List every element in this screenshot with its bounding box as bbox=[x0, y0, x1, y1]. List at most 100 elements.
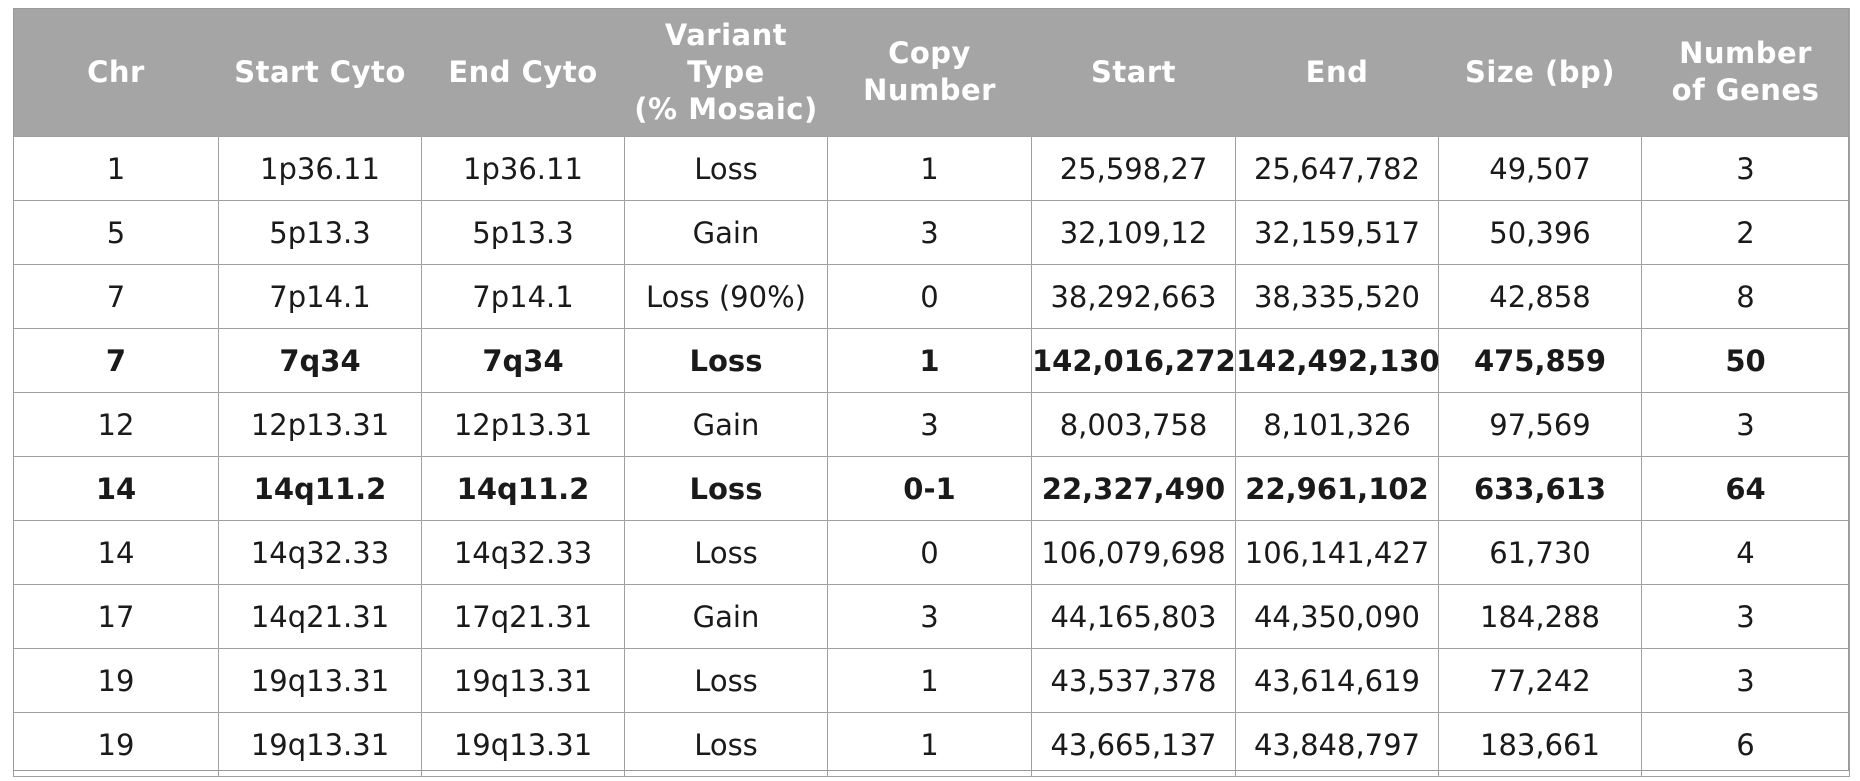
column-header-line: End bbox=[1305, 54, 1369, 89]
table-body: 1 1p36.11 1p36.11 Loss 1 25,598,27 25,647,782 4… bbox=[13, 136, 1850, 777]
column-header-line: of Genes bbox=[1671, 73, 1820, 107]
cell-copy-number: 3 bbox=[827, 392, 1032, 457]
cell-end-cyto: 19q13.31 bbox=[421, 648, 625, 713]
cell-end-cyto: 12p13.31 bbox=[421, 392, 625, 457]
column-header-line: Size (bp) bbox=[1465, 54, 1615, 89]
cell-size-bp: 184,288 bbox=[1438, 584, 1642, 649]
cell-end: 106,141,427 bbox=[1235, 520, 1439, 585]
column-header-line: Number bbox=[1679, 36, 1812, 70]
table-row: 12 12p13.31 12p13.31 Gain 3 8,003,758 8,101,32… bbox=[13, 392, 1850, 457]
cell-start: 25,598,27 bbox=[1031, 136, 1236, 201]
cell-copy-number: 1 bbox=[827, 328, 1032, 393]
cell-copy-number: 0-1 bbox=[827, 456, 1032, 521]
column-header-start: Start bbox=[1031, 8, 1236, 137]
column-header-line: Start Cyto bbox=[234, 54, 406, 89]
cell-start-cyto: 14q11.2 bbox=[218, 456, 422, 521]
cell-end: 43,848,797 bbox=[1235, 712, 1439, 777]
table-row: 1 1p36.11 1p36.11 Loss 1 25,598,27 25,647,782 4… bbox=[13, 136, 1850, 201]
column-header-chr: Chr bbox=[13, 8, 219, 137]
cell-size-bp: 49,507 bbox=[1438, 136, 1642, 201]
cell-end: 43,614,619 bbox=[1235, 648, 1439, 713]
cell-copy-number: 3 bbox=[827, 584, 1032, 649]
cell-number-of-genes: 4 bbox=[1641, 520, 1850, 585]
cell-size-bp: 61,730 bbox=[1438, 520, 1642, 585]
cell-copy-number: 0 bbox=[827, 264, 1032, 329]
cell-number-of-genes: 6 bbox=[1641, 712, 1850, 777]
cell-start: 106,079,698 bbox=[1031, 520, 1236, 585]
cell-chr: 5 bbox=[13, 200, 219, 265]
table-row: 19 19q13.31 19q13.31 Loss 1 43,665,137 43,848,… bbox=[13, 712, 1850, 777]
column-header-line: End Cyto bbox=[448, 54, 598, 89]
cell-size-bp: 97,569 bbox=[1438, 392, 1642, 457]
column-header-line: Chr bbox=[87, 54, 145, 89]
column-header-line: (% Mosaic) bbox=[634, 91, 818, 126]
cell-start-cyto: 1p36.11 bbox=[218, 136, 422, 201]
column-header-copy-number: Copy Number bbox=[827, 8, 1032, 137]
cell-end: 25,647,782 bbox=[1235, 136, 1439, 201]
cell-number-of-genes: 64 bbox=[1641, 456, 1850, 521]
cell-end-cyto: 5p13.3 bbox=[421, 200, 625, 265]
cell-start: 8,003,758 bbox=[1031, 392, 1236, 457]
cell-start: 43,665,137 bbox=[1031, 712, 1236, 777]
cell-variant-type: Loss bbox=[624, 648, 828, 713]
cell-number-of-genes: 8 bbox=[1641, 264, 1850, 329]
column-header-start-cyto: Start Cyto bbox=[218, 8, 422, 137]
cell-start: 22,327,490 bbox=[1031, 456, 1236, 521]
cell-end-cyto: 14q11.2 bbox=[421, 456, 625, 521]
cell-variant-type: Loss bbox=[624, 520, 828, 585]
cell-start-cyto: 14q32.33 bbox=[218, 520, 422, 585]
table-row: 19 19q13.31 19q13.31 Loss 1 43,537,378 43,614,… bbox=[13, 648, 1850, 713]
cell-end-cyto: 14q32.33 bbox=[421, 520, 625, 585]
cell-end: 142,492,130 bbox=[1235, 328, 1439, 393]
cell-chr: 7 bbox=[13, 264, 219, 329]
cell-variant-type: Loss bbox=[624, 456, 828, 521]
table-row: 14 14q11.2 14q11.2 Loss 0-1 22,327,490 22,961,… bbox=[13, 456, 1850, 521]
copy-number-variant-table: Chr Start Cyto End Cyto Variant Type (% Mosa… bbox=[13, 8, 1850, 777]
cell-start-cyto: 7q34 bbox=[218, 328, 422, 393]
cell-start-cyto: 19q13.31 bbox=[218, 712, 422, 777]
table-row: 17 14q21.31 17q21.31 Gain 3 44,165,803 44,350,… bbox=[13, 584, 1850, 649]
cell-chr: 7 bbox=[13, 328, 219, 393]
cell-chr: 12 bbox=[13, 392, 219, 457]
cell-number-of-genes: 3 bbox=[1641, 136, 1850, 201]
column-header-line: Variant Type bbox=[664, 17, 788, 89]
cell-variant-type: Loss bbox=[624, 136, 828, 201]
column-header-end-cyto: End Cyto bbox=[421, 8, 625, 137]
cell-number-of-genes: 2 bbox=[1641, 200, 1850, 265]
cell-end-cyto: 19q13.31 bbox=[421, 712, 625, 777]
cell-end: 8,101,326 bbox=[1235, 392, 1439, 457]
cell-end: 38,335,520 bbox=[1235, 264, 1439, 329]
column-header-end: End bbox=[1235, 8, 1439, 137]
variant-table-container: Chr Start Cyto End Cyto Variant Type (% Mosa… bbox=[13, 8, 1850, 777]
cell-start: 32,109,12 bbox=[1031, 200, 1236, 265]
cell-chr: 17 bbox=[13, 584, 219, 649]
cell-copy-number: 1 bbox=[827, 136, 1032, 201]
cell-copy-number: 1 bbox=[827, 712, 1032, 777]
cell-variant-type: Loss bbox=[624, 328, 828, 393]
cell-start-cyto: 19q13.31 bbox=[218, 648, 422, 713]
table-row: 5 5p13.3 5p13.3 Gain 3 32,109,12 32,159,517 50,… bbox=[13, 200, 1850, 265]
cell-variant-type: Gain bbox=[624, 584, 828, 649]
column-header-line: Start bbox=[1091, 54, 1176, 89]
cell-chr: 14 bbox=[13, 520, 219, 585]
cell-start: 44,165,803 bbox=[1031, 584, 1236, 649]
column-header-number-of-genes: Number of Genes bbox=[1641, 8, 1850, 137]
cell-start-cyto: 14q21.31 bbox=[218, 584, 422, 649]
cell-size-bp: 475,859 bbox=[1438, 328, 1642, 393]
cell-size-bp: 42,858 bbox=[1438, 264, 1642, 329]
cell-copy-number: 1 bbox=[827, 648, 1032, 713]
cell-chr: 14 bbox=[13, 456, 219, 521]
cell-number-of-genes: 50 bbox=[1641, 328, 1850, 393]
cell-number-of-genes: 3 bbox=[1641, 392, 1850, 457]
table-header: Chr Start Cyto End Cyto Variant Type (% Mosa… bbox=[13, 8, 1850, 137]
cell-copy-number: 3 bbox=[827, 200, 1032, 265]
cell-start-cyto: 12p13.31 bbox=[218, 392, 422, 457]
cell-start-cyto: 7p14.1 bbox=[218, 264, 422, 329]
cell-end-cyto: 7q34 bbox=[421, 328, 625, 393]
cell-variant-type: Gain bbox=[624, 392, 828, 457]
cell-end-cyto: 7p14.1 bbox=[421, 264, 625, 329]
cell-end-cyto: 1p36.11 bbox=[421, 136, 625, 201]
table-row: 7 7p14.1 7p14.1 Loss (90%) 0 38,292,663 38,335… bbox=[13, 264, 1850, 329]
cell-end-cyto: 17q21.31 bbox=[421, 584, 625, 649]
cell-size-bp: 633,613 bbox=[1438, 456, 1642, 521]
